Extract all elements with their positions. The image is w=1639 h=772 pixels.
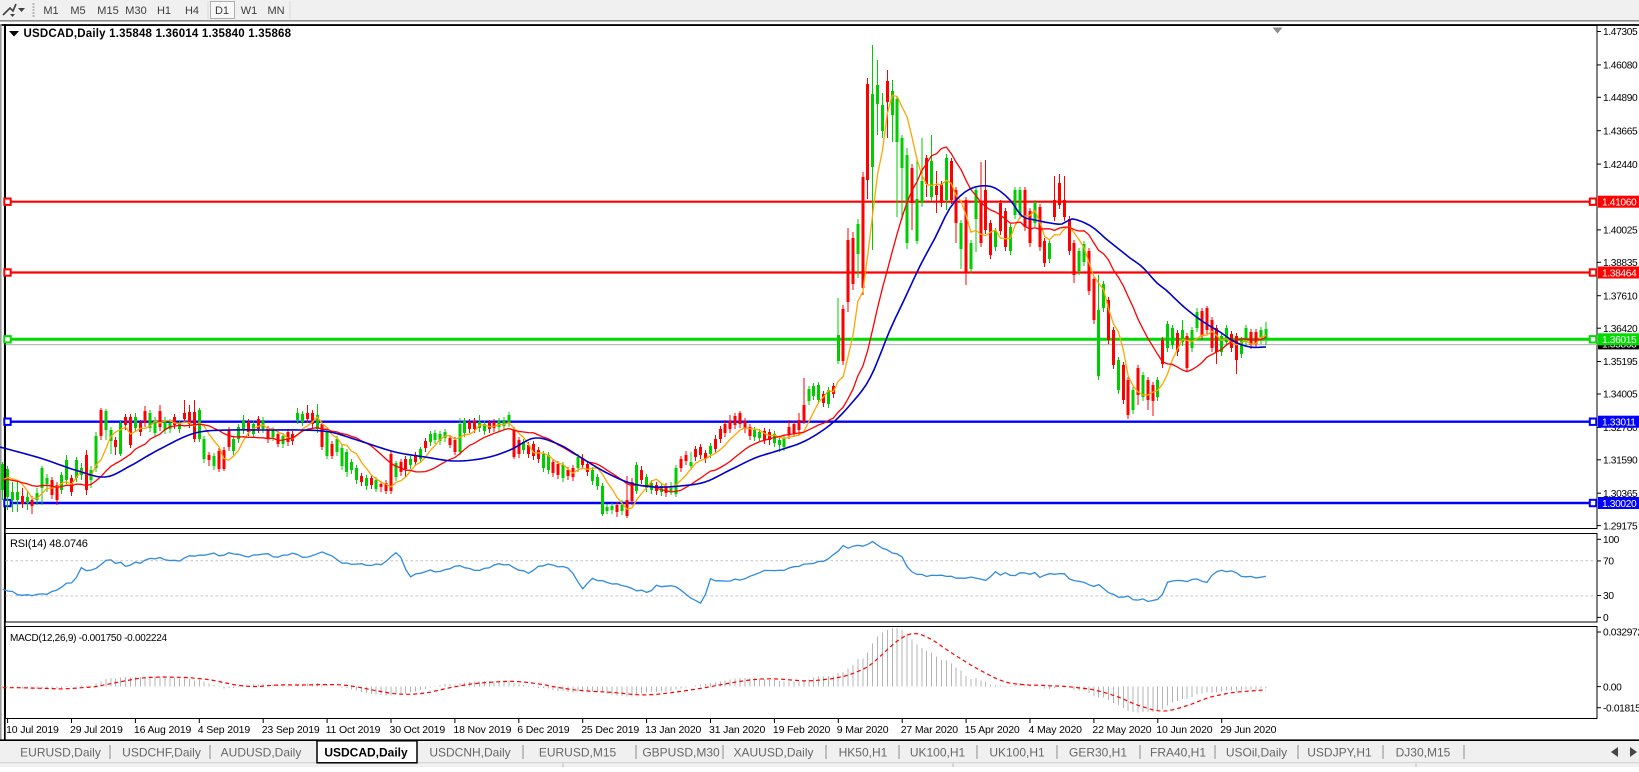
svg-text:AUDUSD,Daily: AUDUSD,Daily <box>221 746 302 760</box>
svg-text:22 May 2020: 22 May 2020 <box>1092 724 1151 736</box>
svg-text:1.38464: 1.38464 <box>1602 268 1637 279</box>
svg-text:USDCAD,Daily: USDCAD,Daily <box>324 746 408 760</box>
svg-text:15 Apr 2020: 15 Apr 2020 <box>965 724 1020 736</box>
svg-text:0.00: 0.00 <box>1603 682 1622 693</box>
svg-text:EURUSD,M15: EURUSD,M15 <box>539 746 617 760</box>
svg-text:11 Oct 2019: 11 Oct 2019 <box>326 724 381 736</box>
svg-text:1.31590: 1.31590 <box>1603 455 1638 466</box>
svg-text:MACD(12,26,9) -0.001750 -0.002: MACD(12,26,9) -0.001750 -0.002224 <box>10 633 168 644</box>
svg-text:W1: W1 <box>241 5 258 17</box>
svg-text:29 Jun 2020: 29 Jun 2020 <box>1220 724 1276 736</box>
svg-text:1.36420: 1.36420 <box>1603 324 1638 335</box>
svg-text:1.43665: 1.43665 <box>1603 126 1638 137</box>
svg-text:DJ30,M15: DJ30,M15 <box>1396 746 1451 760</box>
svg-text:4 Sep 2019: 4 Sep 2019 <box>198 724 251 736</box>
svg-text:USDCHF,Daily: USDCHF,Daily <box>122 746 201 760</box>
svg-text:1.38835: 1.38835 <box>1603 258 1638 269</box>
svg-text:1.32780: 1.32780 <box>1603 423 1638 434</box>
svg-text:25 Dec 2019: 25 Dec 2019 <box>581 724 639 736</box>
svg-text:M5: M5 <box>70 5 85 17</box>
svg-text:1.41060: 1.41060 <box>1602 198 1637 209</box>
svg-text:UK100,H1: UK100,H1 <box>910 746 966 760</box>
svg-text:6 Dec 2019: 6 Dec 2019 <box>517 724 570 736</box>
svg-text:10 Jun 2020: 10 Jun 2020 <box>1156 724 1212 736</box>
svg-text:1.37610: 1.37610 <box>1603 291 1638 302</box>
svg-text:1.47305: 1.47305 <box>1603 27 1638 38</box>
svg-text:0.032972: 0.032972 <box>1603 628 1639 639</box>
svg-text:HK50,H1: HK50,H1 <box>839 746 888 760</box>
svg-text:1.30365: 1.30365 <box>1603 489 1638 500</box>
svg-text:1.46080: 1.46080 <box>1603 61 1638 72</box>
svg-text:1.30020: 1.30020 <box>1602 499 1637 510</box>
svg-text:-0.018154: -0.018154 <box>1603 703 1639 714</box>
svg-text:RSI(14) 48.0746: RSI(14) 48.0746 <box>10 538 88 550</box>
svg-text:GER30,H1: GER30,H1 <box>1069 746 1127 760</box>
svg-text:1.34005: 1.34005 <box>1603 390 1638 401</box>
svg-text:H4: H4 <box>185 5 199 17</box>
svg-text:4 May 2020: 4 May 2020 <box>1029 724 1083 736</box>
svg-text:19 Feb 2020: 19 Feb 2020 <box>773 724 831 736</box>
svg-text:1.29175: 1.29175 <box>1603 521 1638 532</box>
svg-text:1.36015: 1.36015 <box>1602 335 1637 346</box>
svg-text:M1: M1 <box>43 5 58 17</box>
svg-text:30: 30 <box>1603 591 1614 602</box>
svg-text:1.40025: 1.40025 <box>1603 226 1638 237</box>
svg-text:0: 0 <box>1603 613 1609 624</box>
svg-text:1.35195: 1.35195 <box>1603 357 1638 368</box>
svg-text:100: 100 <box>1603 535 1620 546</box>
svg-text:13 Jan 2020: 13 Jan 2020 <box>645 724 701 736</box>
svg-text:1.42440: 1.42440 <box>1603 160 1638 171</box>
svg-text:H1: H1 <box>157 5 171 17</box>
svg-text:USOil,Daily: USOil,Daily <box>1226 746 1287 760</box>
svg-text:EURUSD,Daily: EURUSD,Daily <box>20 746 101 760</box>
svg-text:30 Oct 2019: 30 Oct 2019 <box>390 724 446 736</box>
svg-text:10 Jul 2019: 10 Jul 2019 <box>6 724 59 736</box>
svg-text:70: 70 <box>1603 557 1614 568</box>
svg-text:18 Nov 2019: 18 Nov 2019 <box>453 724 511 736</box>
svg-text:31 Jan 2020: 31 Jan 2020 <box>709 724 765 736</box>
svg-text:M15: M15 <box>97 5 118 17</box>
svg-text:23 Sep 2019: 23 Sep 2019 <box>262 724 320 736</box>
svg-text:GBPUSD,M30: GBPUSD,M30 <box>642 746 720 760</box>
svg-text:UK100,H1: UK100,H1 <box>989 746 1045 760</box>
svg-text:M30: M30 <box>125 5 146 17</box>
svg-text:USDCNH,Daily: USDCNH,Daily <box>429 746 510 760</box>
svg-text:MN: MN <box>267 5 284 17</box>
svg-text:27 Mar 2020: 27 Mar 2020 <box>901 724 959 736</box>
svg-text:16 Aug 2019: 16 Aug 2019 <box>134 724 192 736</box>
svg-text:XAUUSD,Daily: XAUUSD,Daily <box>733 746 813 760</box>
svg-text:1.44890: 1.44890 <box>1603 93 1638 104</box>
svg-text:USDCAD,Daily 1.35848 1.36014: USDCAD,Daily 1.35848 1.36014 1.35840 1.3… <box>24 28 292 40</box>
svg-text:FRA40,H1: FRA40,H1 <box>1150 746 1206 760</box>
svg-text:D1: D1 <box>215 5 229 17</box>
svg-text:29 Jul 2019: 29 Jul 2019 <box>70 724 123 736</box>
svg-text:9 Mar 2020: 9 Mar 2020 <box>837 724 889 736</box>
svg-text:1.33011: 1.33011 <box>1602 418 1636 429</box>
svg-text:USDJPY,H1: USDJPY,H1 <box>1307 746 1372 760</box>
